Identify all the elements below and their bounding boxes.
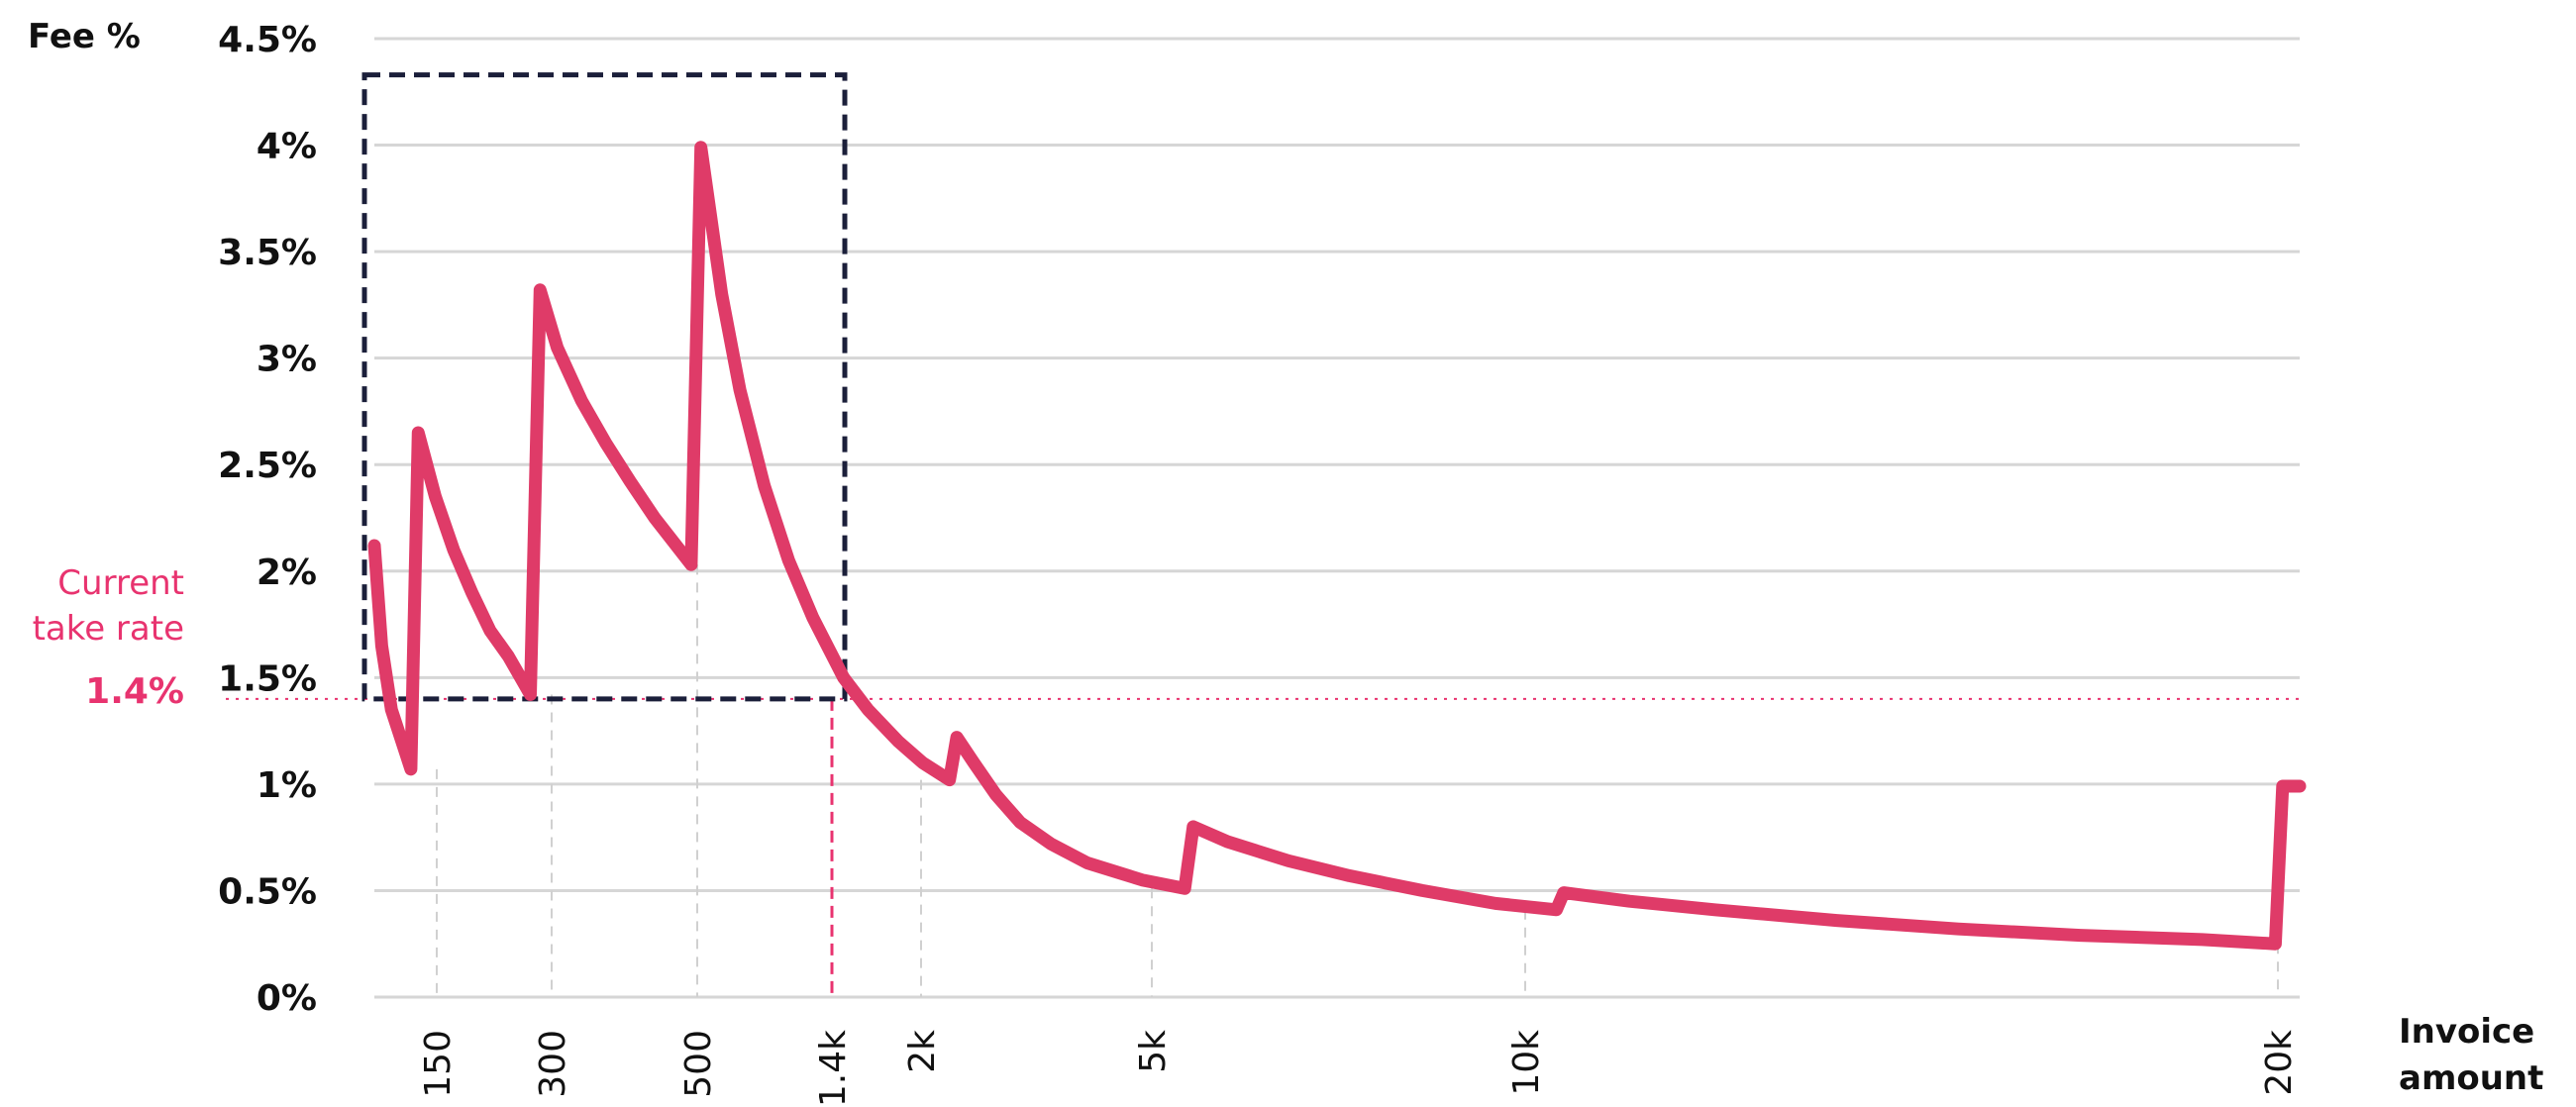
y-tick-label: 4.5%: [218, 20, 317, 60]
highlight-box: [361, 72, 848, 702]
x-tick-label: 2k: [902, 1030, 943, 1073]
x-tick-label: 150: [418, 1030, 459, 1098]
take-rate-label-line1: Current: [57, 563, 184, 603]
take-rate-value: 1.4%: [85, 671, 184, 712]
x-tick-label: 1.4k: [813, 1030, 854, 1107]
y-tick-label: 3.5%: [218, 233, 317, 273]
x-tick-label: 10k: [1506, 1030, 1547, 1096]
y-tick-label: 1.5%: [218, 658, 317, 699]
grid-layer: [374, 37, 2300, 999]
x-tick-label: 20k: [2259, 1030, 2300, 1096]
y-axis-title: Fee %: [28, 17, 141, 56]
x-tick-label: 500: [678, 1030, 719, 1098]
x-axis-title-line2: amount: [2399, 1058, 2543, 1098]
y-tick-label: 1%: [257, 765, 317, 806]
x-tick-label: 5k: [1133, 1030, 1174, 1073]
take-rate-label-line2: take rate: [33, 609, 184, 649]
y-tick-label: 0%: [257, 978, 317, 1019]
y-tick-label: 4%: [257, 127, 317, 167]
x-tick-labels: 150 300 500 1.4k 2k 5k 10k 20k: [418, 1030, 2300, 1107]
y-tick-label: 2.5%: [218, 446, 317, 486]
x-tick-label: 300: [533, 1030, 573, 1098]
y-tick-label: 0.5%: [218, 871, 317, 912]
y-tick-labels: 0% 0.5% 1% 1.5% 2% 2.5% 3% 3.5% 4% 4.5%: [218, 20, 317, 1019]
fee-series-line: [367, 141, 2307, 951]
y-tick-label: 2%: [257, 553, 317, 593]
x-axis-title-line1: Invoice: [2399, 1012, 2534, 1052]
x-guides-layer: [436, 564, 2279, 997]
series-layer: [367, 141, 2307, 951]
y-tick-label: 3%: [257, 340, 317, 380]
